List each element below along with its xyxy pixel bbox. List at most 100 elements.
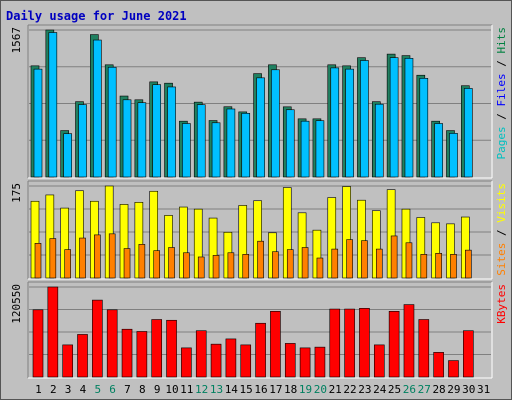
bar-sites xyxy=(286,249,294,279)
bar-files xyxy=(449,133,458,178)
x-tick-label: 10 xyxy=(165,383,178,396)
bar-kbytes xyxy=(210,343,222,378)
x-tick-label: 15 xyxy=(240,383,253,396)
bar-files xyxy=(464,88,473,178)
x-tick-label: 17 xyxy=(269,383,282,396)
bar-files xyxy=(389,57,399,178)
bar-files xyxy=(196,104,206,178)
x-tick-label: 4 xyxy=(80,383,87,396)
bar-files xyxy=(419,78,429,178)
bar-files xyxy=(122,99,132,178)
bar-kbytes xyxy=(270,311,281,378)
bar-kbytes xyxy=(388,311,400,378)
bar-files xyxy=(152,84,162,178)
bar-sites xyxy=(375,248,383,279)
x-tick-label: 16 xyxy=(254,383,267,396)
bar-kbytes xyxy=(255,322,266,378)
bar-sites xyxy=(301,247,309,279)
y-max-label: 175 xyxy=(10,183,23,203)
bar-files xyxy=(211,122,221,178)
axis-legend-part: KBytes xyxy=(495,284,508,324)
bar-kbytes xyxy=(92,299,103,378)
x-tick-label: 18 xyxy=(284,383,297,396)
bar-files xyxy=(241,113,251,178)
x-tick-label: 21 xyxy=(329,383,342,396)
bar-files xyxy=(256,77,265,178)
bar-sites xyxy=(79,237,86,279)
x-tick-label: 31 xyxy=(477,383,490,396)
bar-files xyxy=(374,103,384,178)
x-tick-label: 19 xyxy=(299,383,312,396)
x-tick-label: 23 xyxy=(358,383,371,396)
bar-kbytes xyxy=(136,331,148,378)
bar-kbytes xyxy=(240,344,252,378)
bar-sites xyxy=(390,235,398,279)
bar-files xyxy=(93,39,102,178)
x-tick-label: 5 xyxy=(94,383,101,396)
bar-kbytes xyxy=(284,343,296,378)
bar-files xyxy=(226,108,236,178)
x-tick-label: 24 xyxy=(373,383,387,396)
axis-legend: Pages / Files / Hits xyxy=(495,27,508,160)
x-tick-label: 8 xyxy=(139,383,146,396)
bar-sites xyxy=(94,234,101,279)
axis-legend-part: Hits xyxy=(495,27,508,54)
bar-kbytes xyxy=(225,338,237,378)
bar-files xyxy=(137,102,147,178)
bar-sites xyxy=(435,252,442,279)
bar-sites xyxy=(405,242,413,279)
bar-sites xyxy=(257,240,264,279)
axis-legend: Sites / Visits xyxy=(495,183,508,276)
bar-files xyxy=(33,68,43,178)
bar-files xyxy=(300,120,310,178)
y-max-label: 120550 xyxy=(10,284,23,324)
bar-kbytes xyxy=(77,334,88,378)
bar-sites xyxy=(420,254,428,279)
bar-sites xyxy=(123,248,131,279)
bar-files xyxy=(107,66,117,178)
x-tick-label: 1 xyxy=(35,383,42,396)
bar-kbytes xyxy=(433,352,444,378)
bar-files xyxy=(404,58,414,178)
x-tick-label: 6 xyxy=(109,383,116,396)
bar-kbytes xyxy=(373,344,385,378)
bar-sites xyxy=(49,238,57,279)
bar-files xyxy=(167,86,176,178)
axis-legend-part: / xyxy=(495,223,508,243)
x-tick-label: 12 xyxy=(195,383,208,396)
bar-sites xyxy=(212,255,220,279)
x-tick-label: 26 xyxy=(403,383,416,396)
bar-files xyxy=(78,104,87,178)
bar-kbytes xyxy=(314,346,326,378)
x-tick-label: 28 xyxy=(432,383,445,396)
bar-sites xyxy=(153,250,161,279)
bar-files xyxy=(285,109,295,178)
bar-kbytes xyxy=(448,360,459,378)
x-tick-label: 3 xyxy=(65,383,72,396)
axis-legend-part: / xyxy=(495,54,508,74)
chart-title: Daily usage for June 2021 xyxy=(6,9,187,23)
bar-sites xyxy=(242,254,250,279)
bar-files xyxy=(63,133,72,178)
bar-files xyxy=(345,68,354,178)
bar-files xyxy=(315,120,325,178)
bar-sites xyxy=(168,247,175,279)
y-max-label: 1567 xyxy=(10,27,23,54)
bar-kbytes xyxy=(195,330,207,378)
x-tick-label: 2 xyxy=(50,383,57,396)
bar-kbytes xyxy=(62,344,73,378)
x-tick-label: 20 xyxy=(314,383,327,396)
x-tick-label: 30 xyxy=(462,383,475,396)
x-tick-label: 13 xyxy=(210,383,223,396)
x-tick-label: 29 xyxy=(447,383,460,396)
axis-legend-part: / xyxy=(495,107,508,127)
bar-kbytes xyxy=(151,319,163,378)
axis-legend-part: Sites xyxy=(495,243,508,276)
x-tick-label: 25 xyxy=(388,383,401,396)
bar-kbytes xyxy=(181,347,192,378)
bar-sites xyxy=(227,252,235,279)
bar-kbytes xyxy=(121,328,133,378)
x-tick-label: 11 xyxy=(180,383,193,396)
